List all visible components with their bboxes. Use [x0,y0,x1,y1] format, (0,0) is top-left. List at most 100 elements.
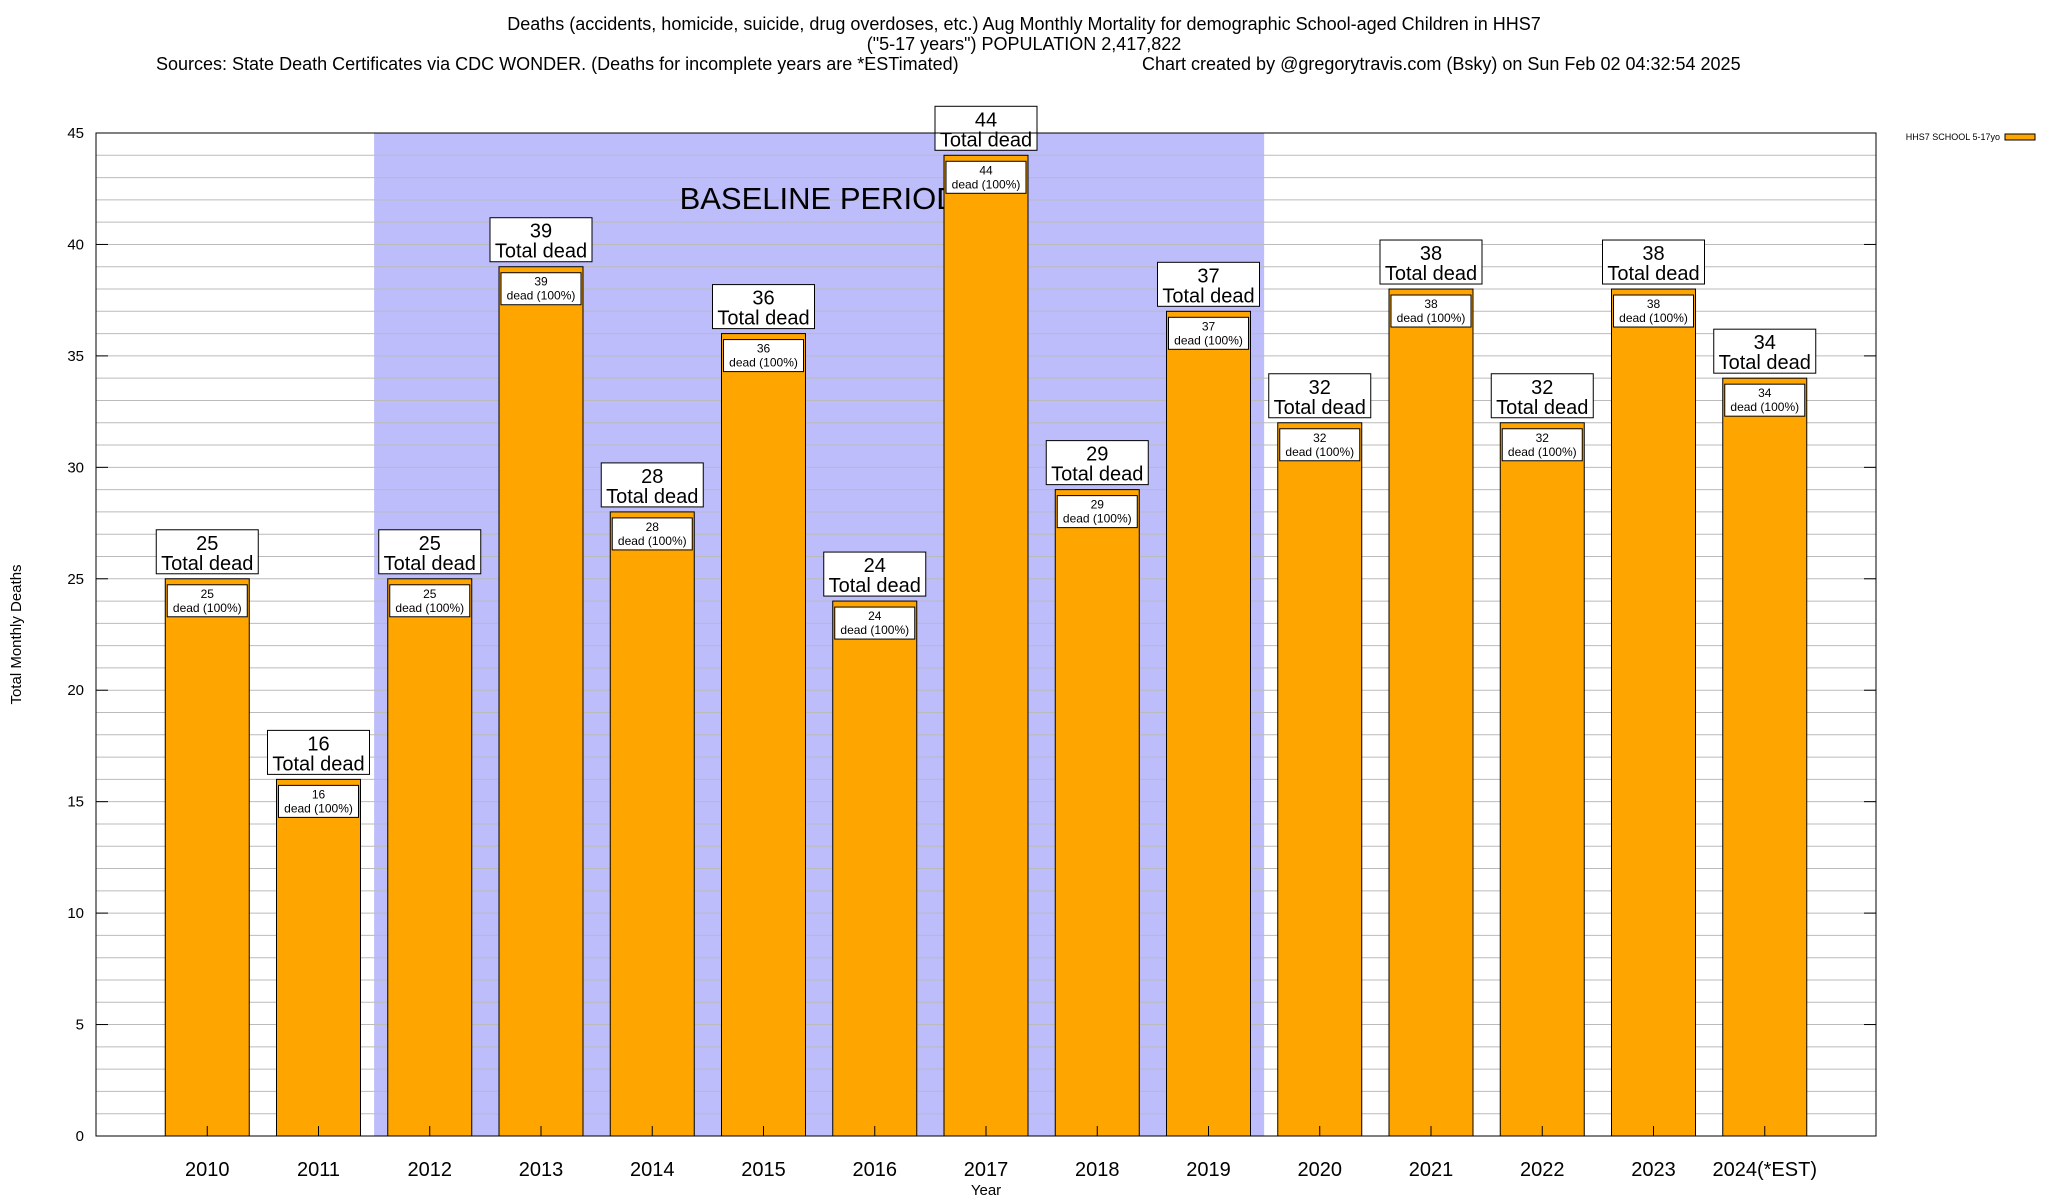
inner-label-box [1279,428,1361,462]
total-label-box [934,105,1038,151]
total-label-value: 25 [196,533,218,555]
inner-label-percent: dead (100%) [1285,445,1354,459]
inner-label-value: 25 [201,587,215,601]
x-tick-label: 2019 [1186,1159,1231,1181]
bar [498,266,584,1137]
bar [1611,288,1696,1137]
legend-swatch [2004,133,2036,141]
x-tick-label: 2015 [741,1159,786,1181]
total-label-text: Total dead [606,486,698,508]
total-label-box [489,217,593,263]
inner-label-percent: dead (100%) [507,289,576,303]
total-label-text: Total dead [384,553,476,575]
inner-label-value: 32 [1536,431,1550,445]
total-label-text: Total dead [717,308,809,330]
baseline-period-label: BASELINE PERIOD [680,181,959,216]
inner-label-value: 38 [1424,297,1438,311]
x-tick-label: 2018 [1075,1159,1120,1181]
total-label-text: Total dead [829,575,921,597]
x-tick-label: 2014 [630,1159,675,1181]
bar [1277,422,1363,1137]
total-label-text: Total dead [1496,397,1588,419]
bar [832,600,918,1137]
bar [721,333,806,1137]
inner-label-percent: dead (100%) [840,623,909,637]
chart-credit-note: Chart created by @gregorytravis.com (Bsk… [1142,54,1741,74]
inner-label-value: 28 [646,520,660,534]
x-tick-label: 2023 [1631,1159,1676,1181]
total-label-box [155,529,259,575]
inner-label-box [1724,383,1806,417]
inner-label-value: 29 [1091,498,1105,512]
total-label-box [600,462,704,508]
inner-label-box [834,606,916,640]
total-label-box [267,729,370,775]
total-label-box [823,551,927,597]
total-label-value: 32 [1531,377,1553,399]
y-tick-label: 30 [67,459,84,476]
total-label-value: 29 [1086,444,1108,466]
total-label-value: 38 [1420,243,1442,265]
inner-label-value: 34 [1758,386,1772,400]
total-label-box [1490,373,1594,419]
chart-sources-note: Sources: State Death Certificates via CD… [156,54,959,74]
y-tick-label: 40 [67,236,84,253]
inner-label-box [389,584,471,618]
total-label-box [1379,239,1483,285]
total-label-box [1602,239,1705,285]
total-label-value: 38 [1642,243,1664,265]
inner-label-percent: dead (100%) [952,177,1021,191]
inner-label-percent: dead (100%) [284,801,353,815]
total-label-value: 36 [752,288,774,310]
x-tick-label: 2020 [1298,1159,1343,1181]
inner-label-value: 39 [534,275,548,289]
inner-label-value: 16 [312,787,326,801]
bar [1499,422,1585,1137]
inner-label-value: 37 [1202,319,1216,333]
x-tick-label: 2017 [964,1159,1009,1181]
total-label-text: Total dead [1051,464,1143,486]
bar [609,511,695,1137]
bar [1722,377,1808,1137]
inner-label-value: 32 [1313,431,1327,445]
total-label-box [1045,440,1149,486]
inner-label-percent: dead (100%) [1730,400,1799,414]
y-tick-label: 5 [76,1017,84,1034]
inner-label-percent: dead (100%) [1397,311,1466,325]
x-axis-label: Year [971,1182,1001,1199]
inner-label-value: 24 [868,609,882,623]
inner-label-box [1390,294,1472,328]
bar [276,778,361,1137]
total-label-text: Total dead [1162,285,1254,307]
bar [164,578,250,1137]
inner-label-value: 25 [423,587,437,601]
chart-title-line-1: Deaths (accidents, homicide, suicide, dr… [507,14,1541,34]
inner-label-box [611,517,693,551]
total-label-value: 24 [864,555,886,577]
total-label-value: 37 [1197,265,1219,287]
legend-entry-label: HHS7 SCHOOL 5-17yo [1906,132,2000,142]
y-tick-label: 20 [67,682,84,699]
total-label-value: 44 [975,109,997,131]
total-label-box [378,529,482,575]
inner-label-box [1501,428,1583,462]
y-tick-label: 25 [67,571,84,588]
inner-label-percent: dead (100%) [1508,445,1577,459]
inner-label-value: 44 [979,163,993,177]
total-label-text: Total dead [1274,397,1366,419]
x-tick-label: 2016 [853,1159,898,1181]
x-tick-label: 2013 [519,1159,564,1181]
inner-label-value: 36 [757,342,771,356]
bar [1166,310,1251,1137]
total-label-value: 16 [307,733,329,755]
total-label-text: Total dead [272,753,364,775]
total-label-text: Total dead [1719,352,1811,374]
total-label-box [1268,373,1372,419]
bar [1388,288,1474,1137]
inner-label-box [1056,495,1138,529]
total-label-box [1713,328,1817,374]
total-label-value: 32 [1309,377,1331,399]
inner-label-percent: dead (100%) [618,534,687,548]
chart-title-line-2: ("5-17 years") POPULATION 2,417,822 [866,34,1182,54]
